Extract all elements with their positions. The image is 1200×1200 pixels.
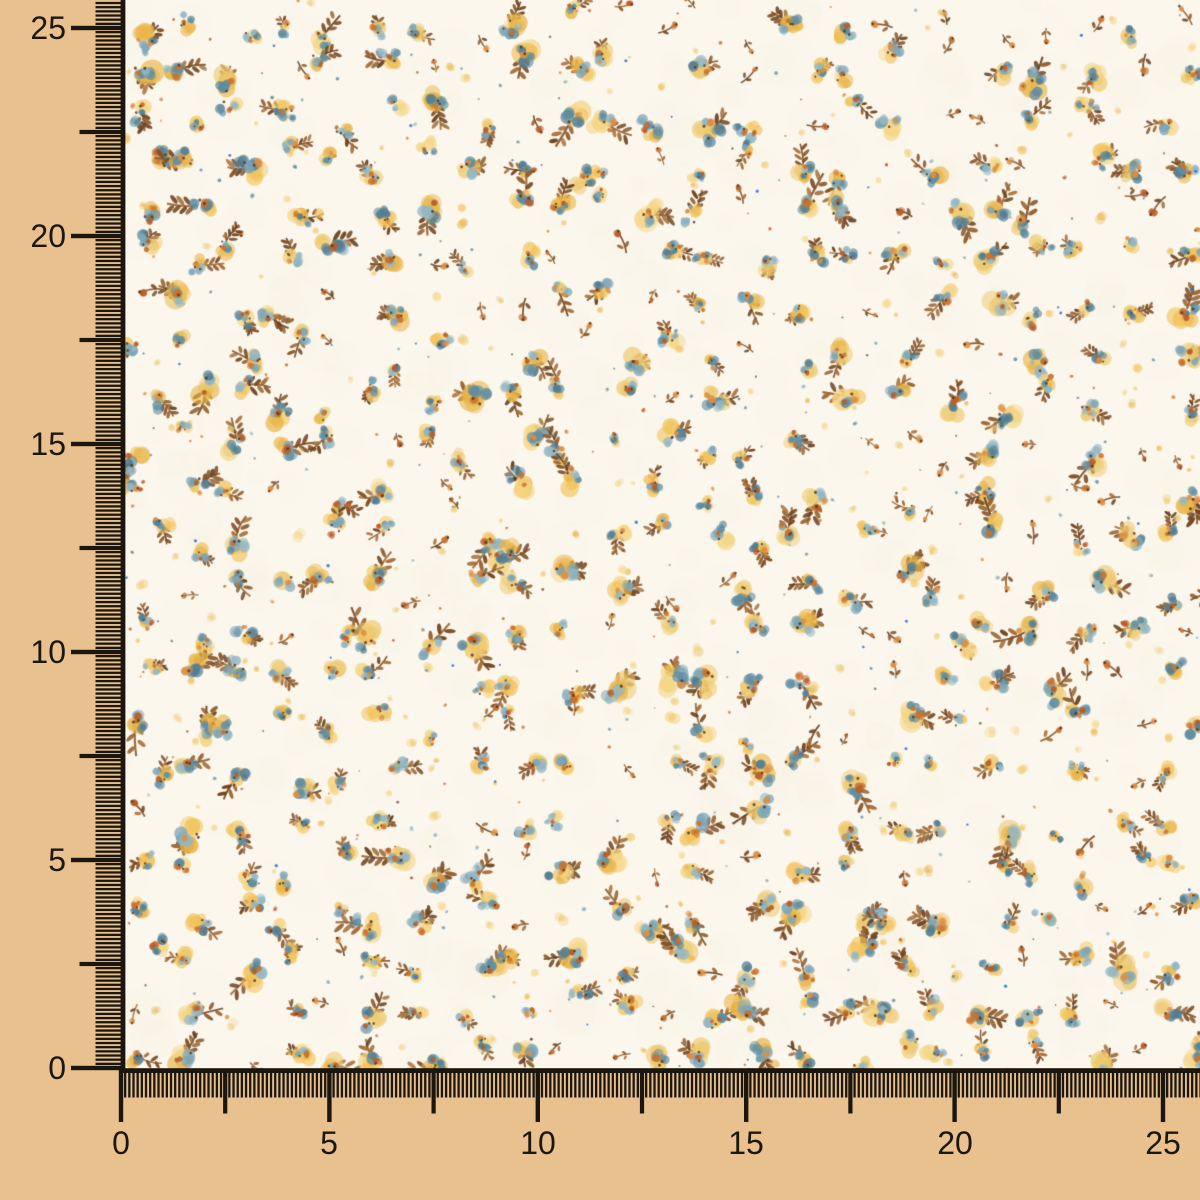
v-ruler-label-10: 10 [30,634,66,670]
v-ruler-label-25: 25 [30,10,66,46]
fabric-swatch [123,0,1200,1070]
h-ruler-label-25: 25 [1145,1125,1181,1161]
v-ruler-label-15: 15 [30,426,66,462]
h-ruler-label-20: 20 [937,1125,973,1161]
v-ruler-label-0: 0 [48,1050,66,1086]
h-ruler-label-0: 0 [112,1125,130,1161]
v-ruler-label-20: 20 [30,218,66,254]
v-ruler-label-5: 5 [48,842,66,878]
h-ruler-label-15: 15 [728,1125,764,1161]
h-ruler-label-10: 10 [520,1125,556,1161]
h-ruler-label-5: 5 [320,1125,338,1161]
